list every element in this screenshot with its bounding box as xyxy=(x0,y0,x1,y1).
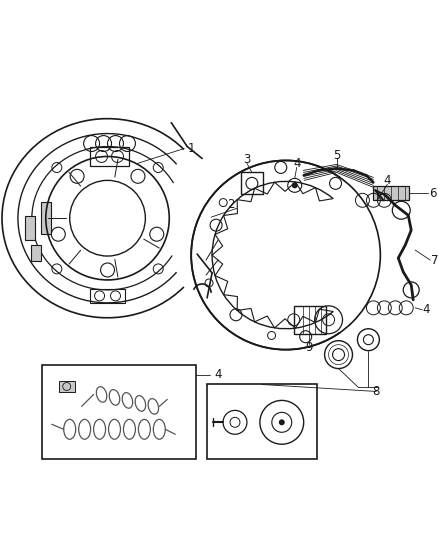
Circle shape xyxy=(292,182,298,188)
Bar xyxy=(41,203,51,234)
Text: 6: 6 xyxy=(429,187,437,200)
Bar xyxy=(31,245,41,261)
Text: 3: 3 xyxy=(243,153,251,166)
Text: 2: 2 xyxy=(227,198,235,211)
Bar xyxy=(59,381,74,392)
Bar xyxy=(373,187,409,200)
Text: 4: 4 xyxy=(293,157,300,170)
Text: 4: 4 xyxy=(422,303,430,316)
Text: 9: 9 xyxy=(305,341,312,354)
Bar xyxy=(25,216,35,240)
Bar xyxy=(241,172,263,195)
Text: 8: 8 xyxy=(373,385,380,398)
Text: 4: 4 xyxy=(214,368,222,381)
Text: 5: 5 xyxy=(333,149,340,162)
Text: 4: 4 xyxy=(384,174,391,187)
Bar xyxy=(42,365,196,459)
Text: 1: 1 xyxy=(187,142,195,155)
Text: 7: 7 xyxy=(431,254,438,266)
Bar xyxy=(90,289,125,303)
Bar xyxy=(90,147,130,166)
Circle shape xyxy=(279,419,285,425)
Bar xyxy=(207,384,317,459)
Bar xyxy=(294,306,325,334)
